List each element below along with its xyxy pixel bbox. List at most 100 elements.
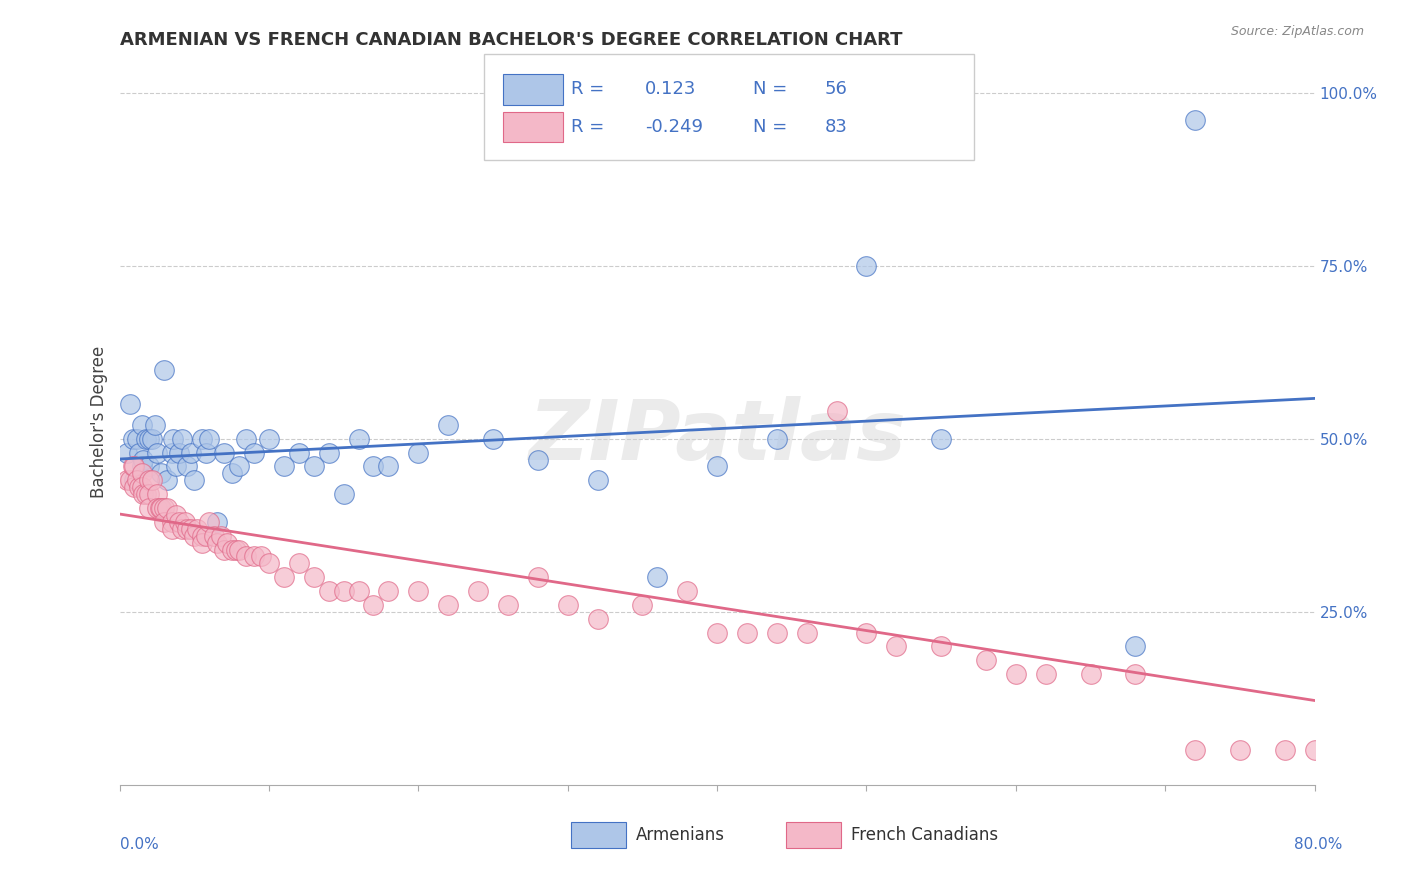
Point bbox=[228, 459, 250, 474]
Point bbox=[1229, 743, 1251, 757]
Point bbox=[974, 653, 997, 667]
Point bbox=[318, 445, 340, 459]
Point bbox=[496, 598, 519, 612]
Point bbox=[929, 640, 952, 654]
Point bbox=[183, 473, 205, 487]
Point bbox=[766, 625, 789, 640]
Point bbox=[165, 508, 187, 522]
Point bbox=[172, 522, 194, 536]
Point bbox=[1184, 743, 1206, 757]
Text: Source: ZipAtlas.com: Source: ZipAtlas.com bbox=[1230, 25, 1364, 38]
Point bbox=[131, 480, 153, 494]
Point bbox=[174, 515, 197, 529]
Point bbox=[363, 459, 385, 474]
Point bbox=[318, 584, 340, 599]
Point bbox=[706, 625, 728, 640]
Point bbox=[135, 432, 157, 446]
Point bbox=[153, 501, 176, 516]
Point bbox=[132, 452, 155, 467]
Point bbox=[122, 432, 145, 446]
Point bbox=[288, 557, 311, 571]
Point bbox=[825, 404, 848, 418]
Point bbox=[141, 432, 163, 446]
Point bbox=[1125, 667, 1147, 681]
Point bbox=[172, 432, 194, 446]
Point bbox=[1274, 743, 1296, 757]
Point bbox=[1125, 640, 1147, 654]
Point bbox=[127, 473, 149, 487]
Point bbox=[273, 459, 295, 474]
Point bbox=[735, 625, 758, 640]
Point bbox=[160, 522, 183, 536]
Text: 0.123: 0.123 bbox=[645, 79, 697, 97]
Point bbox=[302, 459, 325, 474]
Point bbox=[217, 535, 239, 549]
Point bbox=[146, 501, 169, 516]
Point bbox=[332, 487, 354, 501]
Point bbox=[377, 584, 399, 599]
Point bbox=[160, 515, 183, 529]
Text: N =: N = bbox=[754, 118, 787, 136]
Point bbox=[706, 459, 728, 474]
Point bbox=[257, 557, 280, 571]
Point bbox=[676, 584, 699, 599]
Point bbox=[176, 522, 198, 536]
Point bbox=[482, 432, 505, 446]
Point bbox=[228, 542, 250, 557]
Point bbox=[250, 549, 273, 564]
Text: R =: R = bbox=[571, 118, 605, 136]
Point bbox=[1035, 667, 1057, 681]
Point bbox=[190, 529, 212, 543]
Point bbox=[631, 598, 654, 612]
Point bbox=[235, 432, 257, 446]
Point bbox=[128, 480, 150, 494]
FancyBboxPatch shape bbox=[484, 54, 974, 160]
Text: R =: R = bbox=[571, 79, 605, 97]
Point bbox=[198, 432, 221, 446]
Point bbox=[586, 612, 609, 626]
Point bbox=[118, 397, 141, 411]
Point bbox=[131, 467, 153, 481]
Point bbox=[1080, 667, 1102, 681]
Point bbox=[198, 515, 221, 529]
Point bbox=[273, 570, 295, 584]
Point bbox=[169, 445, 191, 459]
Point bbox=[135, 487, 157, 501]
Point bbox=[288, 445, 311, 459]
Point bbox=[377, 459, 399, 474]
Point bbox=[124, 480, 146, 494]
Point bbox=[347, 584, 370, 599]
Point bbox=[156, 501, 179, 516]
Point bbox=[586, 473, 609, 487]
Point bbox=[855, 259, 877, 273]
FancyBboxPatch shape bbox=[786, 822, 841, 848]
Point bbox=[347, 432, 370, 446]
Point bbox=[138, 487, 160, 501]
Point bbox=[128, 445, 150, 459]
Point bbox=[131, 417, 153, 432]
Text: 56: 56 bbox=[825, 79, 848, 97]
Point bbox=[190, 432, 212, 446]
Point bbox=[408, 445, 430, 459]
Point bbox=[138, 473, 160, 487]
Point bbox=[122, 459, 145, 474]
Point bbox=[138, 459, 160, 474]
Point bbox=[145, 417, 166, 432]
Text: ARMENIAN VS FRENCH CANADIAN BACHELOR'S DEGREE CORRELATION CHART: ARMENIAN VS FRENCH CANADIAN BACHELOR'S D… bbox=[120, 31, 903, 49]
Point bbox=[1184, 113, 1206, 128]
Point bbox=[132, 487, 155, 501]
Point bbox=[235, 549, 257, 564]
Point bbox=[115, 445, 138, 459]
Point bbox=[115, 473, 138, 487]
Point bbox=[195, 529, 218, 543]
Point bbox=[1333, 397, 1355, 411]
Point bbox=[146, 445, 169, 459]
Point bbox=[160, 445, 183, 459]
Point bbox=[467, 584, 489, 599]
Point bbox=[195, 445, 218, 459]
Point bbox=[221, 542, 243, 557]
Point bbox=[363, 598, 385, 612]
Point bbox=[437, 598, 460, 612]
Point bbox=[202, 529, 225, 543]
FancyBboxPatch shape bbox=[503, 74, 562, 104]
